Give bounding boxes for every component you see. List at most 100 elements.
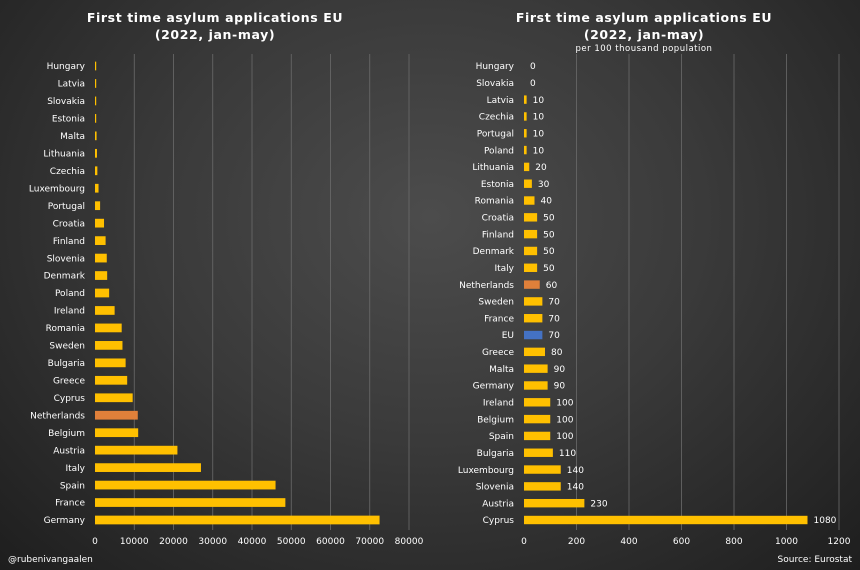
right-bar-portugal (524, 129, 527, 138)
left-category-label: Austria (53, 446, 85, 456)
left-chart-title: First time asylum applications EU (87, 10, 343, 25)
right-bar-croatia (524, 213, 538, 222)
left-category-label: Sweden (49, 342, 85, 352)
left-category-label: Czechia (50, 167, 85, 177)
left-bar-malta (95, 131, 97, 141)
right-data-label: 70 (548, 314, 560, 324)
left-category-label: Germany (44, 516, 86, 526)
right-category-label: Czechia (479, 113, 514, 123)
right-data-label: 50 (543, 214, 555, 224)
left-category-label: Ireland (54, 307, 85, 317)
left-bar-lithuania (95, 148, 97, 158)
left-bar-portugal (95, 201, 101, 211)
left-bar-estonia (95, 114, 97, 123)
right-category-label: EU (502, 331, 514, 341)
left-bar-sweden (95, 341, 123, 350)
right-category-label: Romania (475, 197, 514, 207)
left-bar-romania (95, 323, 122, 333)
right-data-label: 50 (543, 247, 555, 257)
left-category-label: Malta (60, 132, 85, 142)
left-category-label: Romania (46, 324, 85, 334)
right-data-label: 90 (554, 382, 566, 392)
left-category-label: Lithuania (43, 150, 85, 160)
left-x-tick-label: 0 (92, 537, 98, 547)
left-category-label: Finland (53, 237, 85, 247)
left-x-tick-label: 70000 (355, 537, 384, 547)
right-data-label: 70 (548, 298, 560, 308)
left-category-label: Slovenia (47, 254, 85, 264)
left-bar-belgium (95, 428, 139, 438)
right-data-label: 1080 (814, 516, 837, 526)
right-x-tick-label: 0 (521, 537, 527, 547)
left-x-tick-label: 50000 (277, 537, 306, 547)
right-bar-finland (524, 229, 538, 239)
left-bar-netherlands (95, 410, 138, 420)
right-bar-cyprus (524, 515, 808, 525)
left-category-label: Spain (60, 481, 85, 491)
left-bar-poland (95, 288, 110, 298)
right-data-label: 0 (530, 62, 536, 72)
left-bar-cyprus (95, 393, 133, 403)
left-x-tick-label: 40000 (238, 537, 267, 547)
left-bar-denmark (95, 271, 108, 280)
left-bar-greece (95, 375, 128, 385)
right-bar-ireland (524, 398, 551, 407)
right-category-label: Finland (482, 230, 514, 240)
right-bar-luxembourg (524, 465, 561, 474)
left-bar-chart: 0 10000 20000 30000 40000 50000 60000 70000 8000… (29, 54, 424, 547)
right-category-label: Slovakia (476, 79, 514, 89)
right-data-label: 140 (567, 483, 584, 493)
right-bar-slovenia (524, 482, 561, 491)
right-data-label: 30 (538, 180, 550, 190)
left-category-label: Italy (65, 464, 85, 474)
right-category-label: Italy (494, 264, 514, 274)
left-category-label: Poland (55, 289, 85, 299)
right-data-label: 50 (543, 230, 555, 240)
right-bar-malta (524, 364, 548, 373)
right-data-label: 50 (543, 264, 555, 274)
right-data-label: 140 (567, 466, 584, 476)
right-bar-france (524, 314, 543, 323)
left-category-label: Luxembourg (29, 184, 85, 194)
left-x-tick-label: 20000 (159, 537, 188, 547)
right-bar-poland (524, 145, 527, 155)
left-bar-bulgaria (95, 358, 126, 368)
left-category-label: Netherlands (30, 411, 85, 421)
right-category-label: Cyprus (483, 516, 515, 526)
right-bar-austria (524, 498, 585, 508)
right-category-label: Denmark (473, 247, 515, 257)
right-data-label: 110 (559, 449, 576, 459)
left-bar-latvia (95, 79, 97, 88)
right-bar-eu (524, 330, 543, 340)
right-x-tick-label: 600 (673, 537, 690, 547)
left-category-label: Portugal (48, 202, 85, 212)
left-bar-germany (95, 515, 380, 525)
right-chart-title-period: (2022, jan-may) (584, 27, 704, 42)
author-credit: @rubenivangaalen (8, 555, 93, 565)
right-data-label: 100 (556, 432, 573, 442)
right-bar-chart: 0 200 400 600 800 1000 1200 Hungary 0 Slovakia 0 La… (458, 54, 851, 547)
right-data-label: 10 (533, 96, 545, 106)
right-category-label: Spain (489, 432, 514, 442)
right-category-label: Estonia (481, 180, 514, 190)
right-category-label: Poland (484, 146, 514, 156)
left-bar-slovakia (95, 96, 97, 106)
right-bar-italy (524, 263, 538, 272)
left-bar-ireland (95, 306, 115, 315)
right-bar-sweden (524, 297, 543, 306)
left-bar-slovenia (95, 253, 107, 263)
right-x-tick-label: 800 (725, 537, 742, 547)
right-data-label: 70 (548, 331, 560, 341)
right-category-label: France (484, 314, 514, 324)
right-bar-belgium (524, 414, 551, 424)
right-category-label: Greece (482, 348, 514, 358)
right-category-label: Portugal (477, 129, 514, 139)
right-data-label: 100 (556, 398, 573, 408)
left-x-tick-label: 80000 (395, 537, 424, 547)
right-category-label: Sweden (478, 298, 514, 308)
left-x-tick-label: 60000 (316, 537, 345, 547)
right-chart-title: First time asylum applications EU (516, 10, 772, 25)
left-category-label: Greece (53, 377, 85, 387)
right-x-tick-label: 1000 (775, 537, 798, 547)
